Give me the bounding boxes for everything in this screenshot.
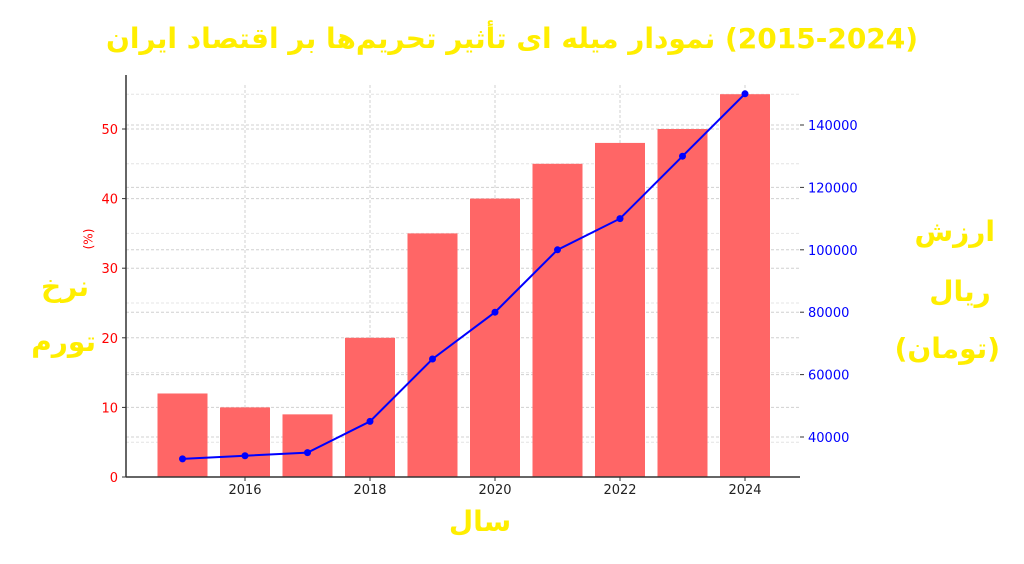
line-marker <box>616 215 624 223</box>
bar <box>157 393 208 477</box>
line-series <box>179 90 749 463</box>
bar <box>470 198 520 477</box>
y-left-tick-label: 10 <box>101 401 118 416</box>
axes: 0 10 20 30 40 50 40000 60000 80000 100000 120000 14… <box>101 75 858 498</box>
line-marker <box>179 455 186 463</box>
bar-series <box>157 94 770 478</box>
y-left-unit: (%) <box>81 228 96 250</box>
line-marker <box>554 246 561 254</box>
x-tick-label: 2022 <box>603 483 636 498</box>
x-tick-label: 2018 <box>353 483 386 498</box>
bar <box>345 337 395 477</box>
bar <box>720 94 770 477</box>
y-left-tick-label: 0 <box>110 471 118 486</box>
y-left-label-line2: تورم <box>31 325 96 358</box>
y-right-label-line1: ارزش <box>914 215 995 248</box>
bar <box>595 142 645 478</box>
x-axis-label: سال <box>448 505 512 538</box>
y-left-tick-label: 40 <box>101 193 118 208</box>
line-marker <box>741 90 749 98</box>
y-right-tick-label: 120000 <box>808 181 858 196</box>
y-right-label-line2: ریال <box>929 275 991 308</box>
y-right-tick-label: 100000 <box>808 244 858 259</box>
x-tick-label: 2020 <box>478 483 511 498</box>
y-right-tick-label: 140000 <box>808 119 858 134</box>
y-right-label-line3: (تومان) <box>894 332 1000 365</box>
line-marker <box>304 449 311 457</box>
bar <box>407 233 458 477</box>
y-left-label-line1: نرخ <box>40 270 90 303</box>
line-marker <box>366 417 374 425</box>
line-marker <box>429 355 436 363</box>
bar <box>282 414 333 477</box>
y-left-tick-label: 30 <box>101 262 118 277</box>
y-right-tick-label: 60000 <box>808 369 849 384</box>
y-right-tick-label: 40000 <box>808 431 849 446</box>
y-left-tick-label: 20 <box>101 332 118 347</box>
line-marker <box>679 152 686 160</box>
y-right-tick-label: 80000 <box>808 306 849 321</box>
chart-title: (2015-2024) نمودار میله ای تأثیر تحریم‌ه… <box>105 22 919 55</box>
bar <box>532 163 583 478</box>
x-tick-label: 2016 <box>228 483 261 498</box>
bar <box>657 129 708 477</box>
line-marker <box>491 308 499 316</box>
bar <box>220 407 270 477</box>
x-tick-label: 2024 <box>728 483 761 498</box>
y-left-tick-label: 50 <box>101 123 118 138</box>
line-marker <box>241 452 249 460</box>
line-path <box>182 93 746 460</box>
